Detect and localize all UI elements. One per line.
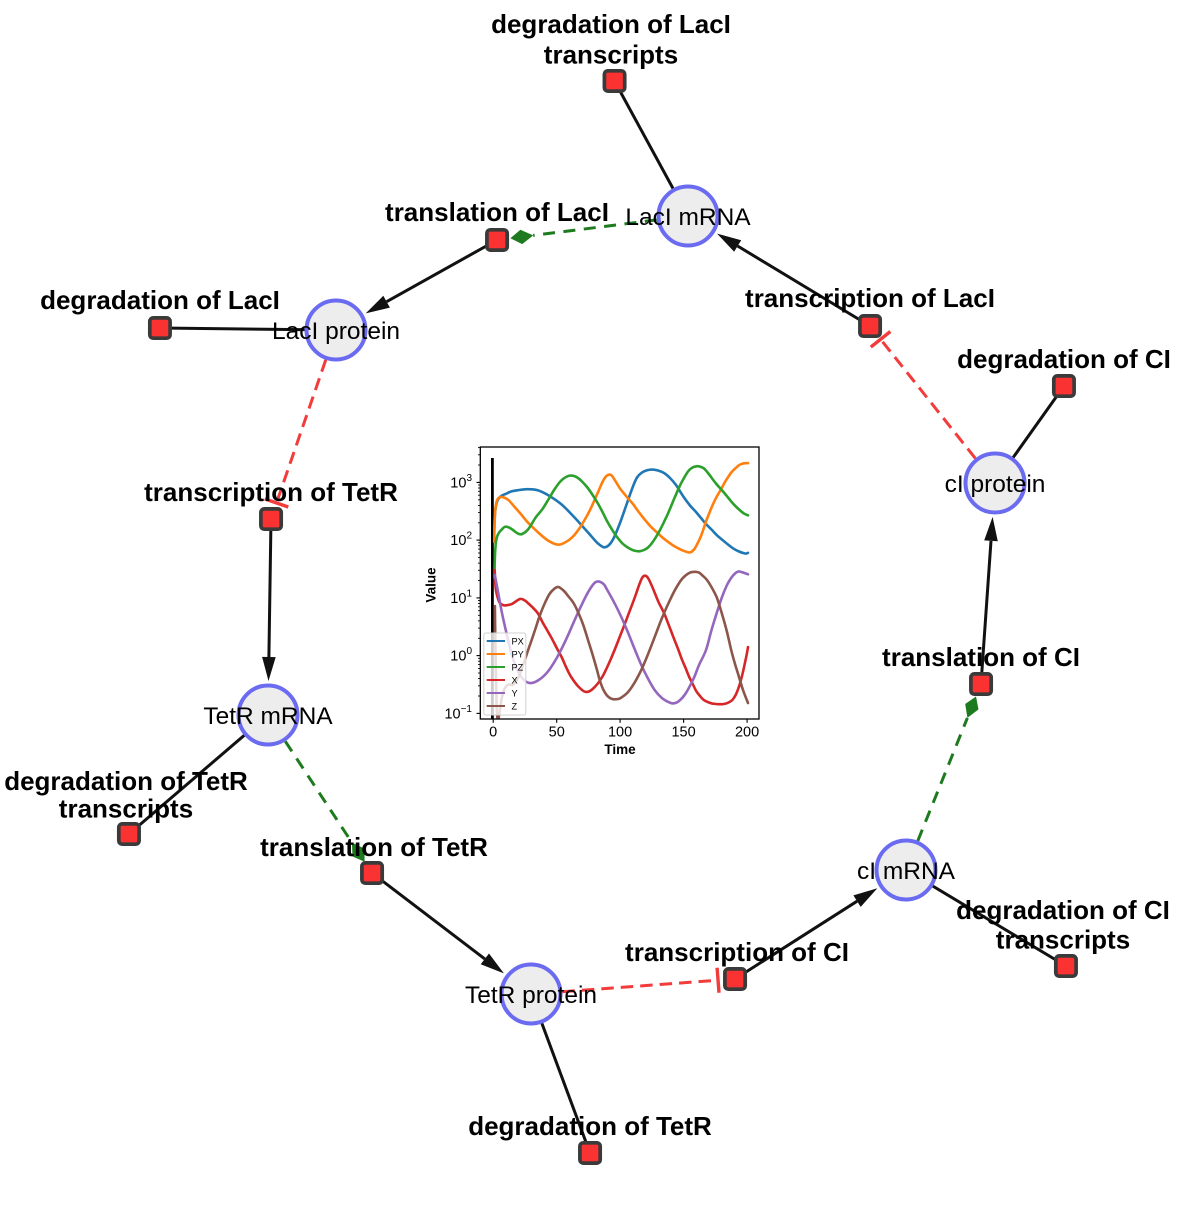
svg-text:cI protein: cI protein (945, 471, 1046, 498)
svg-text:transcripts: transcripts (59, 794, 193, 824)
svg-text:degradation of LacI: degradation of LacI (491, 9, 731, 39)
svg-text:TetR protein: TetR protein (465, 982, 597, 1009)
svg-text:translation of CI: translation of CI (882, 642, 1080, 672)
svg-text:150: 150 (671, 725, 695, 741)
svg-text:LacI protein: LacI protein (272, 318, 400, 345)
svg-text:Time: Time (604, 742, 636, 757)
svg-text:200: 200 (735, 725, 759, 741)
svg-text:PZ: PZ (512, 662, 524, 672)
svg-text:0: 0 (489, 725, 497, 741)
svg-text:LacI mRNA: LacI mRNA (625, 204, 751, 231)
svg-text:Value: Value (423, 567, 438, 603)
svg-text:degradation of CI: degradation of CI (956, 895, 1170, 925)
svg-text:PX: PX (512, 636, 524, 646)
svg-text:Y: Y (512, 688, 518, 698)
svg-text:transcription of CI: transcription of CI (625, 937, 849, 967)
svg-text:transcription of LacI: transcription of LacI (745, 283, 995, 313)
svg-text:degradation of TetR: degradation of TetR (4, 766, 248, 796)
svg-text:X: X (512, 675, 518, 685)
svg-text:PY: PY (512, 649, 524, 659)
svg-text:cI mRNA: cI mRNA (857, 858, 956, 885)
svg-text:transcription of TetR: transcription of TetR (144, 477, 398, 507)
svg-text:degradation of LacI: degradation of LacI (40, 285, 280, 315)
svg-text:TetR mRNA: TetR mRNA (203, 703, 333, 730)
svg-text:50: 50 (549, 725, 565, 741)
svg-text:translation of LacI: translation of LacI (385, 197, 609, 227)
svg-text:100: 100 (608, 725, 632, 741)
svg-text:degradation of CI: degradation of CI (957, 344, 1171, 374)
svg-text:Z: Z (512, 701, 518, 711)
svg-text:degradation of TetR: degradation of TetR (468, 1111, 712, 1141)
svg-text:transcripts: transcripts (996, 925, 1130, 955)
svg-text:transcripts: transcripts (544, 40, 678, 70)
svg-text:translation of TetR: translation of TetR (260, 832, 488, 862)
